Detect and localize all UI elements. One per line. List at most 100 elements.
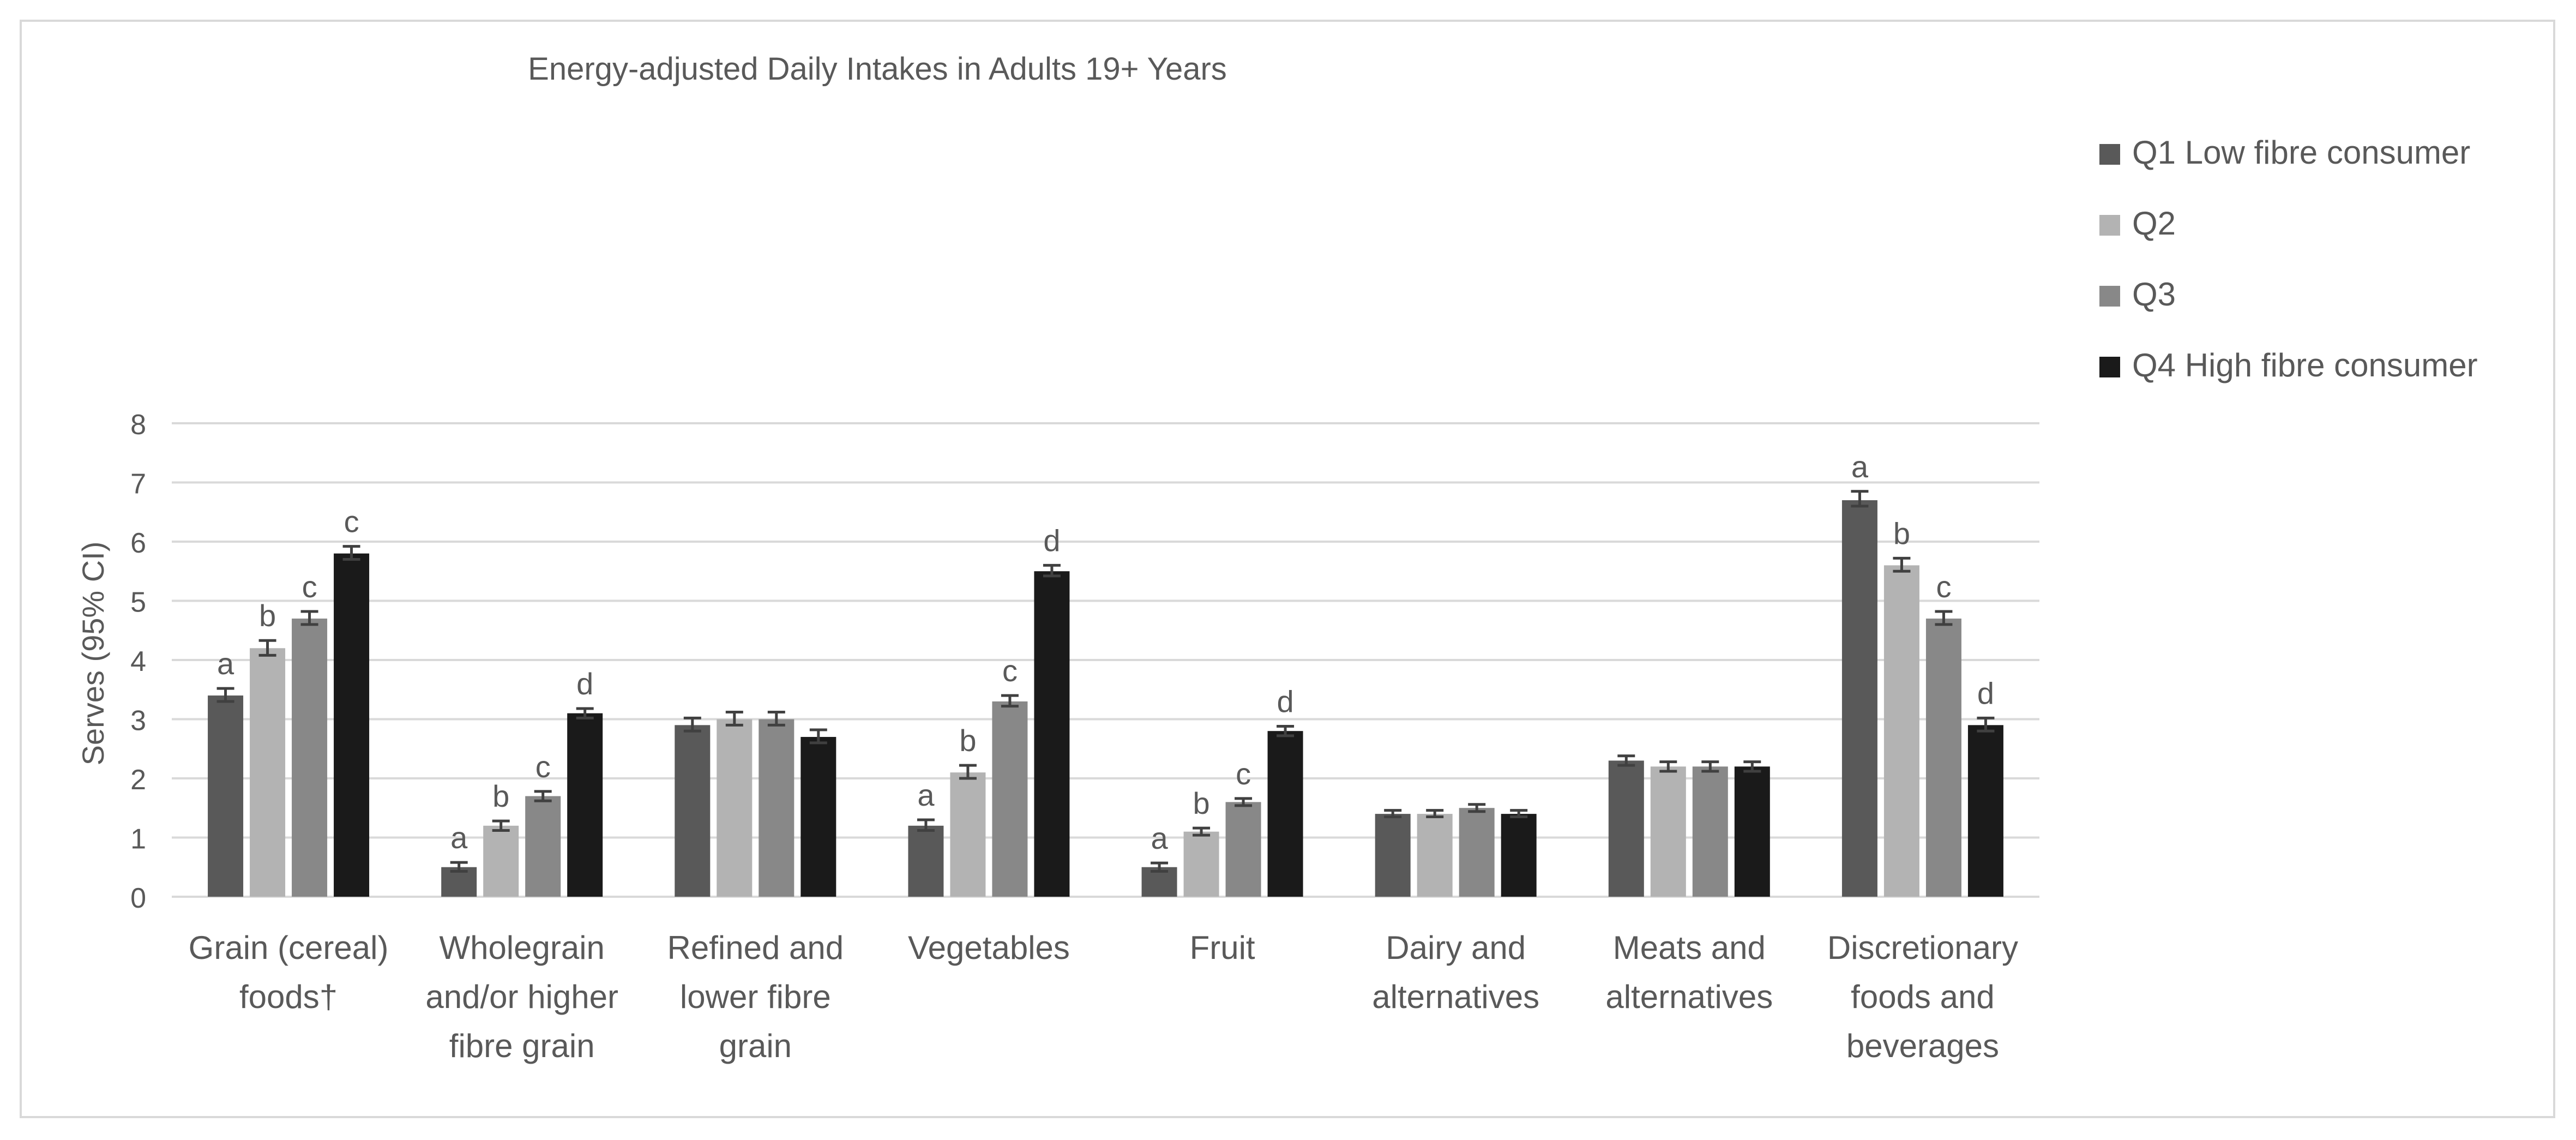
legend-item: Q2 <box>2099 205 2176 242</box>
significance-label: d <box>1043 523 1060 557</box>
significance-label: d <box>576 667 593 701</box>
bar <box>483 825 519 897</box>
x-tick-labels: Grain (cereal) foods† Wholegrain and/or hig… <box>189 929 2018 1064</box>
significance-label: b <box>1893 516 1910 550</box>
significance-label: d <box>1277 685 1293 719</box>
error-bars <box>216 490 1995 873</box>
bar <box>1925 619 1961 897</box>
error-bar <box>1001 694 1019 708</box>
significance-label: b <box>492 779 509 813</box>
bar <box>675 725 711 897</box>
x-tick-label: Fruit <box>1190 929 1255 966</box>
legend-label: Q3 <box>2132 276 2176 313</box>
y-axis-title: Serves (95% CI) <box>76 542 110 766</box>
bar <box>950 772 986 897</box>
error-bar <box>1977 716 1995 733</box>
legend-swatch <box>2099 286 2120 307</box>
significance-label: c <box>344 505 359 539</box>
y-tick-label: 4 <box>130 646 146 677</box>
error-bar <box>917 818 935 832</box>
chart-title: Energy-adjusted Daily Intakes in Adults … <box>528 51 1227 87</box>
error-bar <box>1193 826 1211 837</box>
bar <box>1225 802 1261 897</box>
error-bar <box>1043 563 1061 578</box>
significance-label: c <box>302 569 317 604</box>
bar <box>1883 565 1919 897</box>
y-tick-label: 8 <box>130 409 146 441</box>
legend-label: Q4 High fibre consumer <box>2132 347 2478 383</box>
bar <box>1375 814 1411 897</box>
y-tick-labels: 0 1 2 3 4 5 6 7 8 <box>130 409 146 914</box>
significance-label: c <box>1236 757 1251 791</box>
error-bar <box>258 639 276 657</box>
error-bar <box>216 687 234 703</box>
legend-label: Q2 <box>2132 205 2176 242</box>
bar <box>1501 814 1537 897</box>
significance-label: d <box>1977 676 1994 710</box>
legend-swatch <box>2099 215 2120 236</box>
error-bar <box>300 610 318 626</box>
bar <box>1734 766 1770 897</box>
x-tick-label: Discretionary foods and beverages <box>1827 929 2018 1064</box>
y-tick-label: 1 <box>130 824 146 855</box>
error-bar <box>959 764 977 780</box>
error-bar <box>767 710 785 727</box>
y-tick-label: 6 <box>130 527 146 559</box>
bar <box>1034 571 1070 897</box>
y-tick-label: 2 <box>130 764 146 796</box>
error-bar <box>1468 803 1486 813</box>
bar <box>250 648 286 897</box>
significance-label: a <box>1851 449 1869 484</box>
x-tick-label: Grain (cereal) foods† <box>189 929 389 1015</box>
error-bar <box>1701 760 1719 773</box>
y-tick-label: 7 <box>130 469 146 500</box>
bar <box>1841 500 1877 897</box>
error-bar <box>1659 760 1677 773</box>
bar <box>1650 766 1686 897</box>
bars <box>208 500 2003 897</box>
bar <box>801 737 836 897</box>
legend-item: Q4 High fibre consumer <box>2099 347 2478 383</box>
chart-frame <box>20 20 2555 1118</box>
x-tick-label: Meats and alternatives <box>1605 929 1773 1015</box>
error-bar <box>576 707 594 719</box>
significance-label: a <box>450 820 468 855</box>
bar <box>292 619 328 897</box>
error-bar <box>1935 610 1953 626</box>
bar <box>908 825 944 897</box>
error-bar <box>1384 809 1402 819</box>
error-bar <box>492 819 510 832</box>
error-bar <box>809 728 827 745</box>
significance-label: a <box>1151 821 1168 855</box>
error-bar <box>1743 760 1761 773</box>
bar <box>1459 808 1495 897</box>
error-bar <box>1277 725 1295 737</box>
significance-label: a <box>917 778 935 812</box>
bar <box>1692 766 1728 897</box>
x-tick-label: Dairy and alternatives <box>1372 929 1539 1015</box>
bar <box>1267 731 1303 897</box>
error-bar <box>1851 490 1869 508</box>
error-bar <box>725 710 743 727</box>
bar <box>1608 760 1644 897</box>
legend: Q1 Low fibre consumer Q2 Q3 Q4 High fibre c… <box>2099 134 2478 383</box>
bar <box>334 553 370 897</box>
bar <box>992 701 1028 897</box>
bar <box>525 796 561 897</box>
error-bar <box>1617 754 1635 767</box>
error-bar <box>1510 809 1528 819</box>
error-bar <box>1426 809 1444 819</box>
bar <box>717 719 753 897</box>
error-bar <box>450 861 468 873</box>
bar <box>208 695 244 897</box>
bar <box>1967 725 2003 897</box>
x-tick-label: Vegetables <box>908 929 1070 966</box>
error-bar <box>1893 556 1911 573</box>
legend-label: Q1 Low fibre consumer <box>2132 134 2470 171</box>
legend-swatch <box>2099 357 2120 377</box>
significance-label: b <box>259 598 276 633</box>
bar <box>759 719 795 897</box>
legend-swatch <box>2099 144 2120 165</box>
